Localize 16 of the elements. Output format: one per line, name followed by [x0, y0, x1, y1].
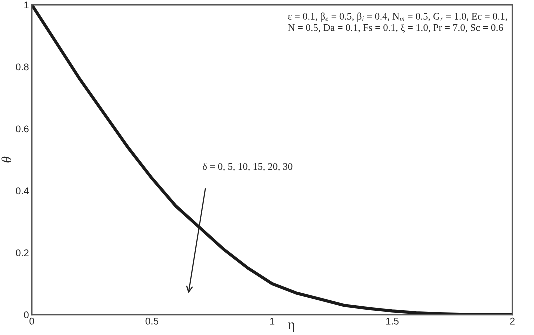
y-tick-label: 0	[24, 312, 29, 319]
x-tick-label: 0	[30, 318, 34, 325]
x-tick-label: 1	[270, 318, 275, 325]
x-tick-label: 1.5	[386, 318, 399, 325]
y-tick-label: 0.6	[16, 126, 29, 133]
x-tick-label: 2	[510, 318, 515, 325]
y-axis-title: θ	[2, 156, 12, 163]
x-axis-title: η	[288, 322, 294, 332]
y-tick-label: 0.4	[16, 188, 29, 195]
text: ε = 0.1, β$_{e}$ = 0.5, β$_{i}$ = 0.4, N$_{m}$ = 0.5, G$_{r}$ = 1.0, Ec = 0.1, N = 0.5, Da = 0.1, Fs = 0.1, ξ = 1.0, Pr = 7.0, Sc = 0.6	[288, 12, 508, 33]
line-series	[32, 5, 513, 315]
y-tick-label: 0.8	[16, 64, 29, 71]
y-tick-label: 0.2	[16, 250, 29, 257]
y-tick-label: 1	[24, 2, 29, 9]
annotation: δ = 0, 5, 10, 15, 20, 30	[203, 163, 293, 172]
x-tick-label: 0.5	[146, 318, 159, 325]
